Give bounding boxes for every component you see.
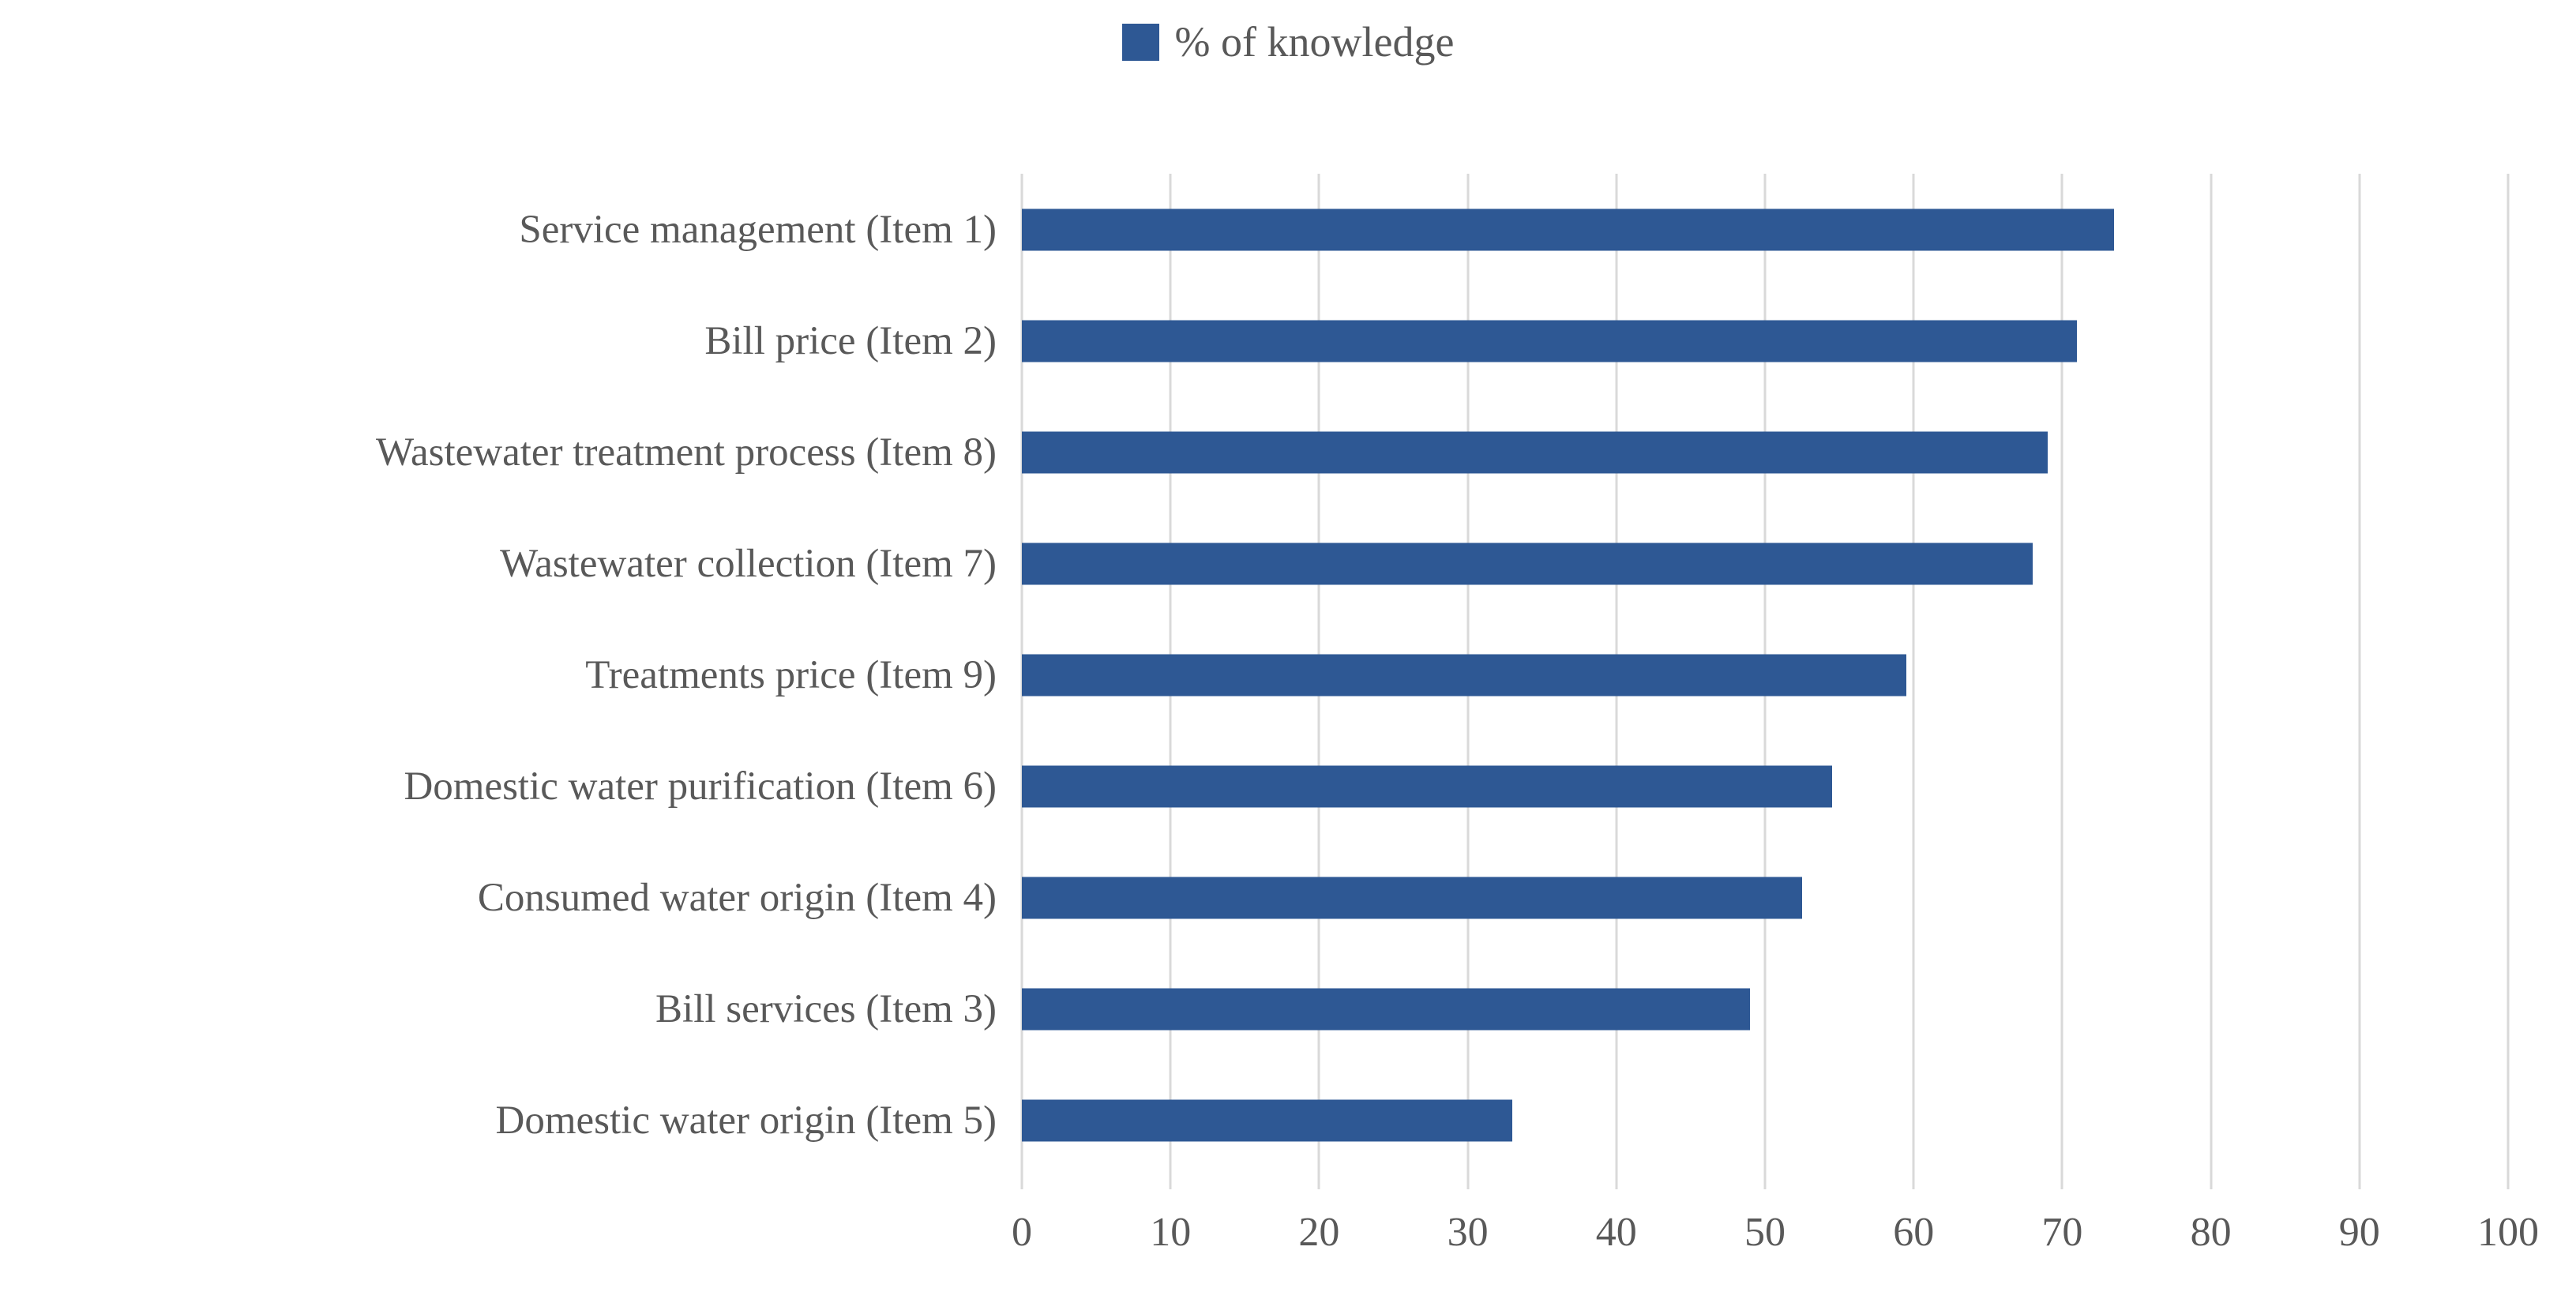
category-label-8: Bill services (Item 3) [655, 987, 997, 1032]
x-tick-label-10: 10 [1150, 1210, 1192, 1255]
category-label-3: Wastewater treatment process (Item 8) [375, 430, 997, 475]
bar-6 [1022, 765, 1832, 808]
plot-area [1020, 174, 2510, 1189]
x-tick-label-0: 0 [1012, 1210, 1032, 1255]
axis-tick-0 [1020, 1177, 1023, 1189]
legend-label: % of knowledge [1174, 18, 1455, 66]
chart-legend: % of knowledge [0, 21, 2576, 63]
x-tick-label-100: 100 [2477, 1210, 2539, 1255]
legend-color-swatch-icon [1121, 23, 1159, 61]
bar-8 [1022, 988, 1751, 1031]
x-tick-label-90: 90 [2338, 1210, 2380, 1255]
category-label-2: Bill price (Item 2) [704, 318, 997, 363]
axis-tick-40 [1615, 1177, 1618, 1189]
category-label-1: Service management (Item 1) [519, 207, 997, 252]
gridline-80 [2210, 174, 2213, 1177]
category-label-6: Domestic water purification (Item 6) [404, 764, 997, 809]
category-label-5: Treatments price (Item 9) [585, 652, 997, 697]
axis-tick-70 [2060, 1177, 2063, 1189]
axis-tick-10 [1169, 1177, 1172, 1189]
x-tick-label-20: 20 [1298, 1210, 1340, 1255]
x-tick-label-50: 50 [1744, 1210, 1786, 1255]
bar-2 [1022, 320, 2078, 362]
x-tick-label-80: 80 [2190, 1210, 2232, 1255]
axis-tick-20 [1317, 1177, 1320, 1189]
bar-1 [1022, 208, 2115, 251]
gridline-100 [2507, 174, 2510, 1177]
axis-tick-80 [2210, 1177, 2213, 1189]
category-label-7: Consumed water origin (Item 4) [477, 876, 997, 921]
x-axis-tick-labels: 0 10 20 30 40 50 60 70 80 90 100 [1012, 1210, 2539, 1267]
x-tick-label-40: 40 [1595, 1210, 1637, 1255]
bar-9 [1022, 1099, 1513, 1142]
axis-tick-60 [1912, 1177, 1915, 1189]
x-tick-label-70: 70 [2041, 1210, 2083, 1255]
category-label-9: Domestic water origin (Item 5) [495, 1098, 997, 1143]
gridline-90 [2358, 174, 2361, 1177]
axis-tick-50 [1763, 1177, 1767, 1189]
x-tick-label-30: 30 [1447, 1210, 1489, 1255]
bar-3 [1022, 431, 2048, 474]
bar-7 [1022, 877, 1803, 919]
axis-tick-30 [1466, 1177, 1470, 1189]
bar-4 [1022, 543, 2033, 585]
category-axis-labels: Service management (Item 1) Bill price (I… [0, 174, 997, 1177]
gridline-60 [1912, 174, 1915, 1177]
x-tick-label-60: 60 [1893, 1210, 1935, 1255]
gridline-70 [2060, 174, 2063, 1177]
axis-tick-90 [2358, 1177, 2361, 1189]
axis-tick-100 [2507, 1177, 2510, 1189]
category-label-4: Wastewater collection (Item 7) [500, 541, 997, 586]
bar-5 [1022, 654, 1906, 697]
